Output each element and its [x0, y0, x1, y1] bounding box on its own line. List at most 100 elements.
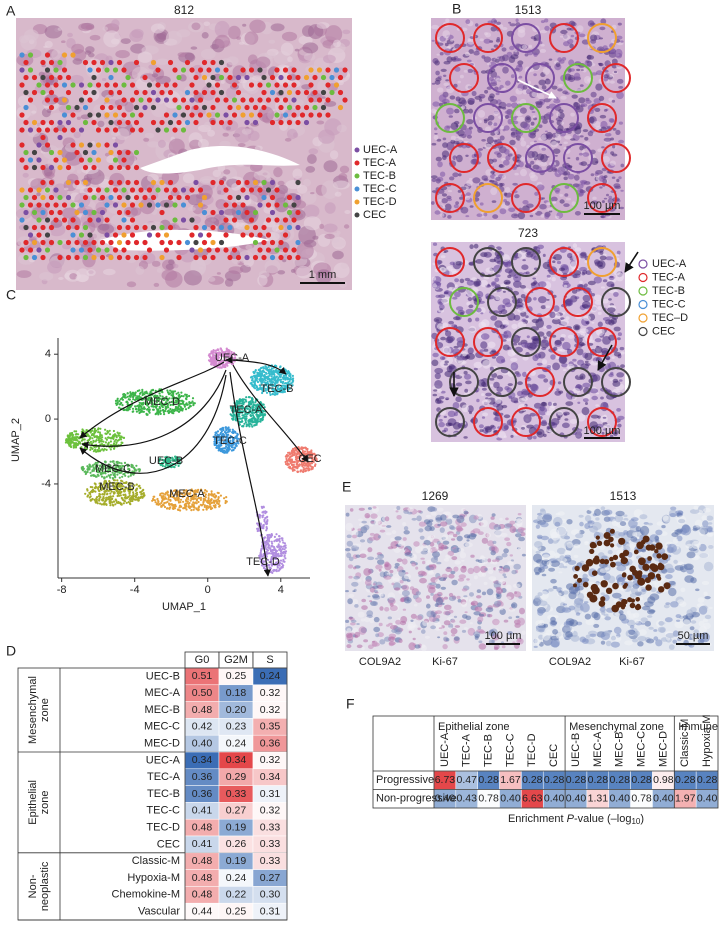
tissue-texture — [519, 608, 525, 615]
spot — [240, 187, 245, 192]
spot — [45, 187, 50, 192]
tissue-texture — [292, 169, 302, 180]
spot — [219, 240, 224, 245]
spot — [96, 127, 101, 132]
tissue-texture — [588, 281, 596, 285]
spot — [236, 255, 241, 260]
spot — [164, 127, 169, 132]
spot — [32, 195, 37, 200]
tissue-texture — [607, 307, 616, 312]
spot — [70, 112, 75, 117]
tissue-texture — [157, 268, 162, 273]
spot — [202, 240, 207, 245]
nucleus-brown — [634, 550, 639, 555]
tissue-texture — [474, 244, 479, 249]
tissue-texture — [477, 626, 481, 630]
tissue-texture — [511, 397, 519, 403]
spot — [232, 82, 237, 87]
tissue-texture — [482, 592, 486, 596]
tissue-texture — [505, 302, 512, 307]
spot — [210, 75, 215, 80]
spot — [49, 195, 54, 200]
spot — [83, 90, 88, 95]
tissue-texture — [453, 316, 460, 320]
spot — [117, 225, 122, 230]
tissue-texture — [404, 526, 408, 530]
tissue-texture — [467, 60, 472, 63]
tissue-texture — [440, 527, 445, 533]
tissue-texture — [507, 338, 511, 342]
tissue-texture — [303, 179, 311, 187]
spot — [215, 97, 220, 102]
tissue-texture — [551, 532, 560, 541]
spot — [36, 142, 41, 147]
tissue-texture — [282, 259, 286, 262]
umap-point — [288, 371, 290, 373]
tissue-texture — [600, 256, 607, 261]
tissue-texture — [366, 515, 369, 518]
tissue-texture — [534, 646, 538, 648]
tissue-texture — [39, 272, 53, 281]
tissue-texture — [600, 115, 606, 119]
tissue-texture — [455, 201, 459, 205]
tissue-texture — [598, 322, 603, 328]
tissue-texture — [468, 297, 472, 301]
tissue-texture — [556, 62, 561, 67]
tissue-texture — [73, 58, 83, 64]
spot — [134, 195, 139, 200]
tissue-texture — [379, 593, 383, 597]
spot — [193, 75, 198, 80]
tissue-texture — [537, 94, 544, 99]
tissue-texture — [419, 522, 426, 527]
tissue-texture — [239, 42, 245, 45]
spot — [23, 240, 28, 245]
tissue-texture — [564, 418, 568, 421]
tissue-texture — [464, 70, 468, 73]
tissue-texture — [451, 634, 455, 636]
tissue-texture — [509, 608, 516, 612]
tissue-texture — [582, 301, 591, 309]
tissue-texture — [491, 547, 495, 551]
tissue-texture — [454, 636, 460, 641]
tissue-texture — [538, 352, 545, 359]
tissue-texture — [434, 368, 443, 374]
tissue-texture — [64, 188, 68, 191]
tissue-texture — [541, 402, 546, 406]
tissue-texture — [443, 138, 447, 141]
spot — [113, 232, 118, 237]
tissue-texture — [691, 620, 696, 623]
tissue-texture — [460, 75, 464, 79]
tissue-texture — [465, 381, 472, 385]
tissue-texture — [482, 360, 490, 369]
spot — [125, 180, 130, 185]
spot — [45, 97, 50, 102]
tissue-texture — [534, 141, 537, 143]
tissue-texture — [579, 34, 586, 38]
tissue-texture — [466, 539, 469, 541]
tissue-texture — [345, 548, 351, 551]
spot — [57, 165, 62, 170]
tissue-texture — [242, 129, 252, 135]
tissue-texture — [591, 396, 598, 400]
spot — [96, 247, 101, 252]
tissue-texture — [435, 603, 439, 607]
spot — [223, 217, 228, 222]
spot — [32, 165, 37, 170]
tissue-texture — [591, 173, 595, 176]
tissue-texture — [440, 514, 447, 521]
tissue-texture — [542, 359, 547, 364]
spot — [283, 67, 288, 72]
spot — [253, 255, 258, 260]
tissue-texture — [556, 112, 560, 116]
nucleus-brown — [623, 550, 629, 556]
spot — [185, 195, 190, 200]
nucleus-brown — [600, 596, 605, 601]
tissue-texture — [31, 111, 36, 114]
tissue-texture — [469, 127, 473, 130]
spot — [19, 112, 24, 117]
tissue-texture — [579, 281, 583, 284]
umap-point — [282, 368, 284, 370]
spot — [151, 60, 156, 65]
spot — [287, 90, 292, 95]
tissue-texture — [441, 255, 446, 258]
